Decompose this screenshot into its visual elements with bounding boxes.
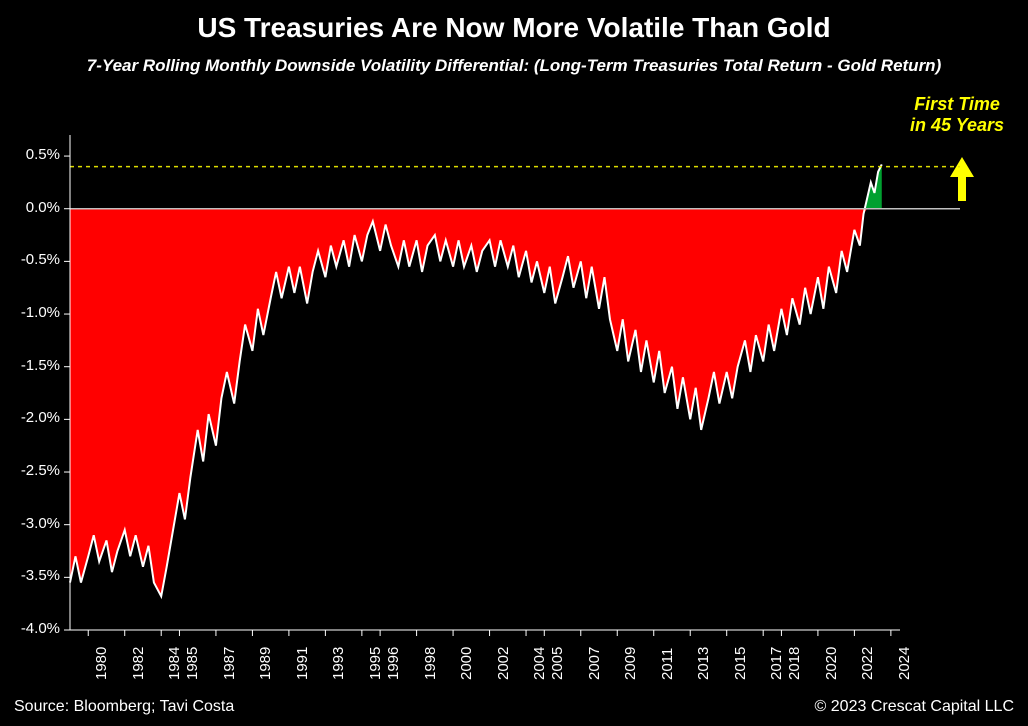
x-tick-label: 2024 bbox=[896, 647, 913, 680]
x-tick-label: 2022 bbox=[859, 647, 876, 680]
x-tick-label: 1985 bbox=[184, 647, 201, 680]
y-tick-label: -3.5% bbox=[6, 567, 60, 584]
annotation-line2: in 45 Years bbox=[910, 115, 1004, 135]
y-tick-label: -2.0% bbox=[6, 409, 60, 426]
chart-container: { "title": { "text": "US Treasuries Are … bbox=[0, 0, 1028, 726]
x-tick-label: 1980 bbox=[93, 647, 110, 680]
x-tick-label: 1987 bbox=[221, 647, 238, 680]
x-tick-label: 2005 bbox=[549, 647, 566, 680]
x-tick-label: 1991 bbox=[294, 647, 311, 680]
y-tick-label: -1.0% bbox=[6, 304, 60, 321]
x-tick-label: 2004 bbox=[531, 647, 548, 680]
copyright-text: © 2023 Crescat Capital LLC bbox=[815, 698, 1014, 716]
y-tick-label: -1.5% bbox=[6, 357, 60, 374]
x-tick-label: 2020 bbox=[823, 647, 840, 680]
x-tick-label: 1996 bbox=[385, 647, 402, 680]
x-tick-label: 2017 bbox=[768, 647, 785, 680]
y-tick-label: -2.5% bbox=[6, 462, 60, 479]
y-tick-label: -3.0% bbox=[6, 515, 60, 532]
x-tick-label: 1995 bbox=[367, 647, 384, 680]
x-tick-label: 2007 bbox=[586, 647, 603, 680]
volatility-chart bbox=[70, 135, 900, 630]
up-arrow-icon bbox=[948, 155, 976, 203]
chart-subtitle: 7-Year Rolling Monthly Downside Volatili… bbox=[0, 56, 1028, 76]
x-tick-label: 2009 bbox=[622, 647, 639, 680]
y-tick-label: -4.0% bbox=[6, 620, 60, 637]
x-tick-label: 1989 bbox=[257, 647, 274, 680]
chart-title: US Treasuries Are Now More Volatile Than… bbox=[0, 12, 1028, 44]
y-tick-label: 0.5% bbox=[6, 146, 60, 163]
x-tick-label: 1993 bbox=[330, 647, 347, 680]
x-tick-label: 1982 bbox=[130, 647, 147, 680]
x-tick-label: 2000 bbox=[458, 647, 475, 680]
x-tick-label: 1984 bbox=[166, 647, 183, 680]
annotation-line1: First Time bbox=[914, 94, 1000, 114]
x-tick-label: 1998 bbox=[422, 647, 439, 680]
x-tick-label: 2018 bbox=[786, 647, 803, 680]
annotation-callout: First Time in 45 Years bbox=[910, 94, 1004, 135]
x-tick-label: 2013 bbox=[695, 647, 712, 680]
x-tick-label: 2002 bbox=[495, 647, 512, 680]
y-tick-label: 0.0% bbox=[6, 199, 60, 216]
source-text: Source: Bloomberg; Tavi Costa bbox=[14, 698, 234, 716]
x-tick-label: 2011 bbox=[659, 648, 676, 680]
x-tick-label: 2015 bbox=[732, 647, 749, 680]
y-tick-label: -0.5% bbox=[6, 251, 60, 268]
